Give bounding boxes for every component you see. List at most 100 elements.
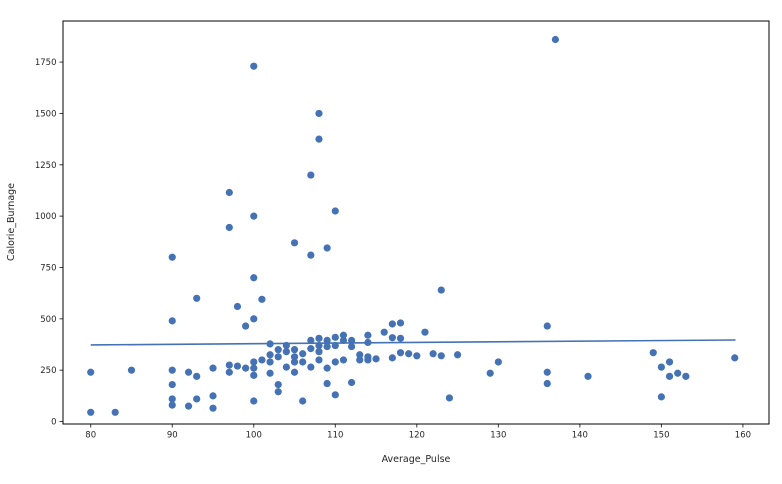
- data-point: [543, 379, 551, 388]
- data-point: [282, 348, 290, 356]
- data-point: [225, 361, 233, 369]
- y-tick-label: 0: [51, 418, 56, 428]
- data-point: [323, 364, 331, 372]
- data-point: [453, 351, 462, 359]
- data-point: [87, 368, 95, 376]
- x-tick-label: 140: [572, 431, 588, 441]
- data-point: [323, 342, 331, 351]
- data-point: [258, 356, 266, 364]
- data-point: [233, 362, 242, 370]
- data-point: [388, 320, 396, 328]
- data-point: [307, 171, 315, 179]
- data-point: [380, 328, 388, 336]
- x-tick-label: 90: [167, 431, 178, 441]
- plot-area: 80 90 100 110 120 130 140 150 160 0 250 500 750 1000 1…: [35, 20, 770, 441]
- y-tick-label: 1750: [35, 58, 57, 68]
- x-tick-label: 160: [735, 431, 751, 441]
- y-tick-label: 1500: [35, 109, 57, 119]
- data-point: [347, 336, 356, 345]
- data-point: [266, 358, 274, 366]
- data-point: [421, 328, 429, 336]
- data-point: [290, 346, 299, 354]
- x-tick-label: 100: [246, 431, 262, 441]
- data-point: [290, 368, 299, 376]
- data-point: [323, 379, 331, 388]
- data-point: [413, 352, 421, 360]
- data-point: [225, 223, 233, 232]
- data-point: [315, 348, 323, 356]
- data-point: [307, 336, 315, 345]
- data-point: [437, 286, 445, 294]
- data-point: [209, 364, 217, 372]
- regression-line: [90, 339, 736, 346]
- data-point: [347, 342, 356, 351]
- y-tick-label: 1250: [35, 161, 57, 171]
- data-point: [307, 363, 315, 371]
- x-tick-label: 120: [409, 431, 425, 441]
- data-point: [396, 334, 405, 342]
- data-point: [250, 62, 258, 70]
- data-point: [388, 334, 396, 342]
- data-point: [225, 188, 233, 197]
- data-point: [258, 295, 266, 303]
- data-point: [682, 372, 690, 380]
- data-point: [274, 388, 282, 396]
- data-point: [429, 350, 437, 358]
- data-point: [184, 368, 193, 376]
- data-point: [233, 302, 242, 311]
- data-point: [364, 353, 372, 361]
- data-point: [649, 349, 657, 357]
- data-point: [168, 253, 176, 261]
- data-point: [299, 397, 307, 405]
- data-point: [250, 274, 258, 282]
- data-point: [494, 358, 502, 366]
- data-point: [331, 207, 339, 215]
- data-point: [543, 368, 551, 376]
- data-point: [307, 251, 315, 259]
- data-point: [274, 353, 282, 361]
- data-point: [331, 391, 339, 399]
- x-tick-label: 130: [490, 431, 506, 441]
- data-point: [290, 358, 299, 366]
- data-point: [331, 358, 339, 366]
- data-point: [127, 366, 136, 374]
- data-point: [282, 363, 290, 371]
- data-point: [299, 358, 307, 366]
- data-point: [266, 340, 274, 348]
- data-point: [193, 294, 201, 302]
- data-point: [315, 341, 323, 350]
- data-point: [168, 395, 176, 403]
- data-point: [184, 402, 193, 410]
- data-point: [405, 350, 413, 358]
- data-point: [331, 333, 339, 341]
- data-point: [87, 408, 95, 416]
- y-tick-label: 250: [40, 366, 56, 376]
- data-point: [274, 346, 282, 354]
- x-tick-label: 150: [653, 431, 669, 441]
- data-point: [323, 336, 331, 345]
- y-tick-label: 750: [40, 263, 56, 273]
- data-point: [274, 380, 282, 389]
- data-point: [266, 369, 274, 377]
- data-point: [250, 397, 258, 405]
- data-point: [209, 404, 217, 412]
- data-point: [168, 380, 176, 389]
- data-point: [266, 351, 274, 359]
- data-point: [315, 109, 323, 118]
- data-point: [584, 372, 592, 380]
- data-point: [551, 35, 560, 44]
- data-point: [242, 364, 250, 372]
- y-axis-label: Calorie_Burnage: [6, 183, 17, 261]
- data-point: [388, 354, 396, 362]
- data-point: [657, 393, 665, 401]
- data-point: [193, 372, 201, 380]
- data-point: [665, 372, 674, 380]
- data-point: [193, 395, 201, 403]
- data-point: [364, 338, 372, 347]
- data-point: [168, 366, 176, 374]
- data-point: [445, 394, 454, 402]
- data-point: [209, 392, 217, 400]
- data-point: [290, 353, 299, 361]
- data-point: [250, 315, 258, 323]
